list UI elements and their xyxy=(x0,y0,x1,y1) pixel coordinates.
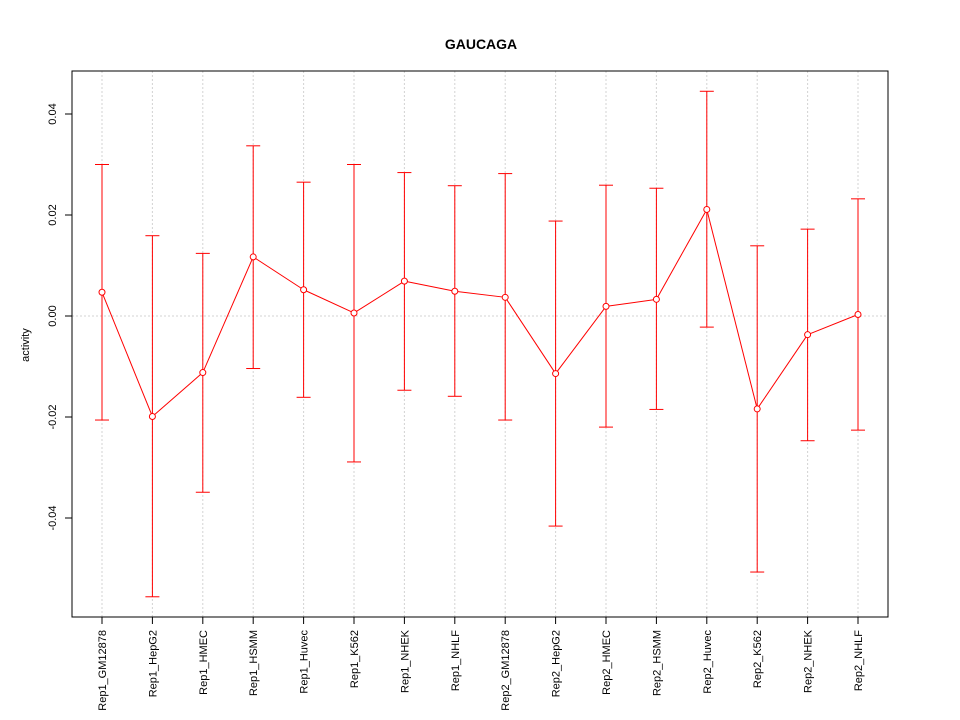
y-tick-label: 0.04 xyxy=(47,103,59,124)
grid xyxy=(72,71,888,617)
x-tick-label: Rep2_K562 xyxy=(752,630,764,688)
data-point xyxy=(552,370,560,378)
x-tick-label: Rep1_K562 xyxy=(349,630,361,688)
x-tick-label: Rep1_HMEC xyxy=(198,630,210,695)
data-point xyxy=(451,287,459,295)
y-axis: -0.04 -0.02 0.00 0.02 0.04 xyxy=(47,103,73,531)
x-tick-label: Rep1_Huvec xyxy=(299,630,311,694)
series-segment xyxy=(101,292,153,417)
series-segment xyxy=(404,280,455,292)
data-point xyxy=(148,412,156,420)
series-segment xyxy=(252,256,304,291)
x-tick-label: Rep2_HMEC xyxy=(601,630,613,695)
x-tick-label: Rep2_HepG2 xyxy=(551,630,563,697)
data-point xyxy=(652,295,660,303)
x-axis: Rep1_GM12878 Rep1_HepG2 Rep1_HMEC Rep1_HSMM… xyxy=(97,616,865,711)
series-segment xyxy=(807,314,859,336)
series-segment xyxy=(655,209,708,300)
y-axis-label: activity xyxy=(20,328,32,362)
data-point xyxy=(854,310,862,318)
x-tick-label: Rep1_HepG2 xyxy=(147,630,159,697)
x-tick-label: Rep2_NHLF xyxy=(853,630,865,691)
x-tick-label: Rep2_HSMM xyxy=(651,630,663,696)
series-segment xyxy=(605,298,657,307)
x-tick-label: Rep2_GM12878 xyxy=(500,630,512,711)
x-tick-label: Rep1_HSMM xyxy=(248,630,260,696)
data-point xyxy=(350,309,358,317)
series-line xyxy=(95,90,865,598)
data-point xyxy=(804,331,812,339)
data-point xyxy=(703,205,711,213)
series-segment xyxy=(454,290,506,298)
data-point xyxy=(400,277,408,285)
series-segment xyxy=(353,280,405,314)
x-tick-label: Rep2_NHEK xyxy=(803,629,815,693)
x-tick-label: Rep1_NHLF xyxy=(450,630,462,691)
series-segment xyxy=(756,334,809,410)
plot-frame xyxy=(71,70,889,618)
series-segment xyxy=(202,256,254,373)
data-point xyxy=(602,302,610,310)
data-point xyxy=(98,288,106,296)
series-segment xyxy=(504,297,557,374)
x-tick-label: Rep1_GM12878 xyxy=(97,630,109,711)
series-segment xyxy=(706,209,758,410)
data-point xyxy=(501,293,509,301)
y-tick-label: 0.00 xyxy=(47,305,59,326)
y-tick-label: -0.02 xyxy=(47,404,59,429)
y-tick-label: -0.04 xyxy=(47,505,59,530)
series-segment xyxy=(152,372,204,417)
chart-title: GAUCAGA xyxy=(445,36,517,52)
x-tick-label: Rep1_NHEK xyxy=(399,629,411,693)
data-point xyxy=(249,253,257,261)
data-point xyxy=(753,405,761,413)
series-segment xyxy=(555,306,607,374)
x-tick-label: Rep2_Huvec xyxy=(702,630,714,694)
data-point xyxy=(300,286,308,294)
series-segment xyxy=(303,289,355,314)
y-tick-label: 0.02 xyxy=(47,204,59,225)
data-point xyxy=(199,369,207,377)
